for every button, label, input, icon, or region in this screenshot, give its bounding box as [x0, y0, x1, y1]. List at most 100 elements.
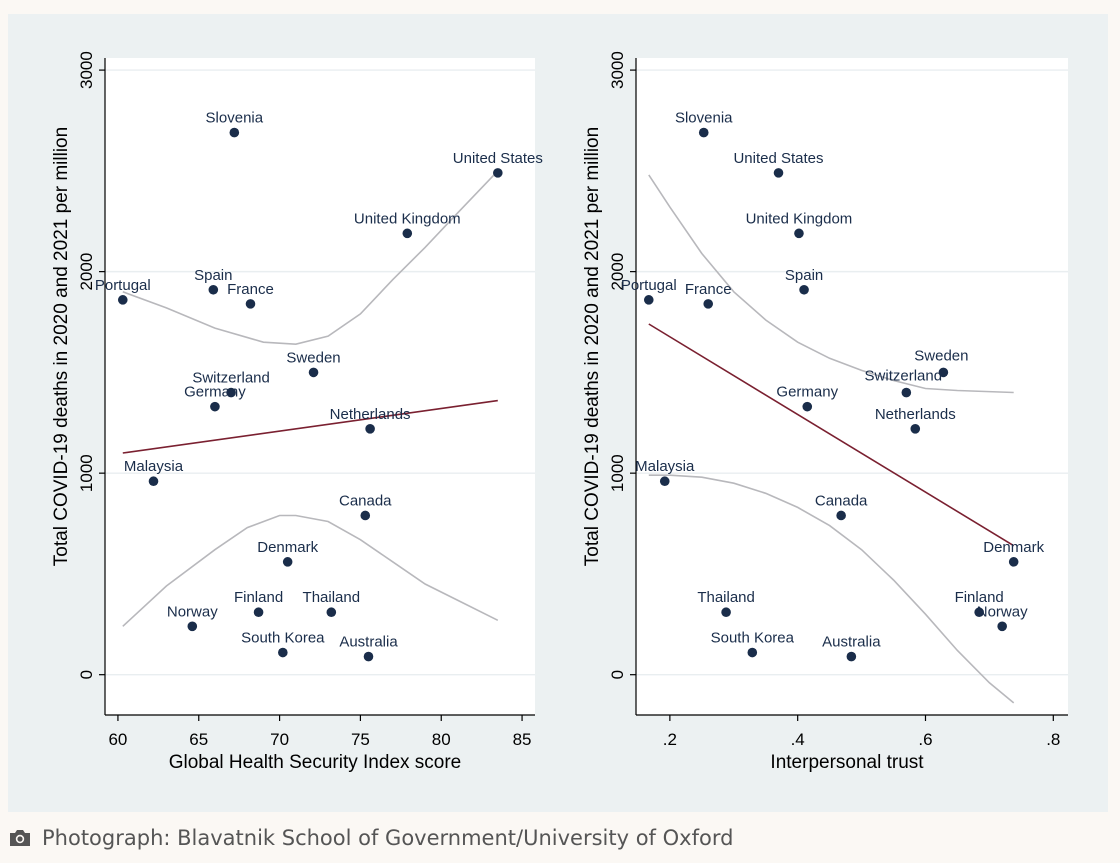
data-point	[659, 476, 670, 487]
data-point-label: United Kingdom	[354, 210, 461, 227]
data-point	[836, 510, 846, 521]
photo-caption: Photograph: Blavatnik School of Governme…	[8, 826, 733, 850]
data-point-label: Germany	[184, 384, 246, 401]
y-axis-title: Total COVID-19 deaths in 2020 and 2021 p…	[51, 127, 72, 566]
data-point	[229, 127, 240, 138]
data-point	[226, 387, 236, 398]
fit-line	[122, 399, 498, 454]
data-point	[1008, 557, 1019, 567]
data-point-label: Denmark	[257, 539, 318, 556]
data-point-label: Finland	[955, 589, 1004, 606]
x-tick-label: 65	[189, 730, 208, 749]
data-point-label: Switzerland	[865, 368, 943, 385]
figure-panel: 0 1000 2000 3000 60 65 70 75 80 85 Global Health S…	[8, 14, 1108, 812]
data-point	[846, 651, 857, 662]
data-point-label: Norway	[977, 603, 1028, 620]
data-point	[365, 424, 375, 434]
data-point	[282, 557, 293, 567]
data-point	[253, 607, 264, 618]
data-point-label: Australia	[822, 634, 881, 651]
data-point-label: Sweden	[914, 347, 968, 364]
data-point	[360, 510, 371, 521]
data-point	[703, 299, 714, 309]
y-tick-label: 0	[608, 670, 627, 679]
y-tick-label: 2000	[77, 253, 96, 291]
data-point	[210, 401, 220, 412]
y-axis-title: Total COVID-19 deaths in 2020 and 2021 p…	[582, 127, 603, 566]
data-point-label: Portugal	[621, 277, 677, 294]
data-point-label: Germany	[776, 384, 838, 401]
data-point-label: Sweden	[286, 349, 340, 366]
x-tick-label: 70	[270, 730, 289, 749]
x-tick-label: .2	[663, 730, 677, 749]
ci-lower-line	[648, 474, 1015, 704]
data-point	[698, 127, 709, 138]
data-point-label: United States	[453, 150, 543, 167]
data-point-label: France	[685, 281, 732, 298]
chart-panel-1: 0 1000 2000 3000 60 65 70 75 80 85 Global Health S…	[51, 51, 543, 773]
data-point	[208, 284, 219, 295]
data-point	[326, 607, 337, 618]
x-tick-label: 80	[432, 730, 451, 749]
ci-upper-line	[122, 170, 499, 346]
data-point-label: Slovenia	[675, 110, 733, 127]
plot-area	[636, 58, 1068, 715]
scatter-charts: 0 1000 2000 3000 60 65 70 75 80 85 Global Health S…	[51, 51, 1068, 773]
data-point	[245, 299, 256, 309]
data-point	[363, 651, 374, 662]
x-tick-label: .6	[918, 730, 932, 749]
data-point	[643, 295, 654, 305]
y-tick-label: 1000	[608, 454, 627, 492]
data-point-label: Portugal	[95, 277, 151, 294]
data-point-label: Spain	[785, 267, 823, 284]
data-point	[938, 367, 949, 378]
data-point-label: Spain	[194, 267, 232, 284]
data-point	[747, 647, 758, 658]
fit-line	[648, 323, 1015, 547]
y-tick-label: 1000	[77, 454, 96, 492]
data-point-label: Canada	[339, 492, 392, 509]
data-point-label: Malaysia	[635, 458, 695, 475]
y-tick-label: 3000	[77, 51, 96, 89]
data-point-label: United Kingdom	[746, 210, 853, 227]
ci-lower-line	[122, 514, 499, 627]
x-tick-label: .8	[1046, 730, 1060, 749]
data-point	[402, 228, 413, 239]
data-point-label: Thailand	[697, 589, 755, 606]
data-point-label: Australia	[339, 634, 398, 651]
x-tick-label: 60	[108, 730, 127, 749]
data-point	[773, 168, 784, 178]
data-point-label: United States	[733, 150, 823, 167]
data-point-label: France	[227, 281, 274, 298]
data-point-label: South Korea	[711, 630, 795, 647]
caption-text: Photograph: Blavatnik School of Governme…	[42, 826, 734, 850]
data-point-label: Denmark	[983, 539, 1044, 556]
data-point-label: Norway	[167, 603, 218, 620]
data-point-label: Slovenia	[206, 110, 264, 127]
data-point	[799, 284, 809, 295]
data-point-label: Canada	[815, 492, 868, 509]
data-point	[910, 424, 921, 434]
data-point-label: Netherlands	[330, 406, 411, 423]
y-tick-label: 2000	[608, 253, 627, 291]
data-point	[117, 295, 128, 305]
data-point	[308, 367, 319, 378]
chart-panel-2: 0 1000 2000 3000 .2 .4 .6 .8 Interpersonal trust…	[582, 51, 1068, 773]
data-point-label: Switzerland	[192, 370, 270, 387]
data-point	[974, 607, 984, 618]
x-tick-label: 75	[351, 730, 370, 749]
data-point	[901, 387, 912, 398]
data-point	[794, 228, 804, 239]
x-axis-title: Interpersonal trust	[770, 752, 924, 773]
data-point	[278, 647, 288, 658]
data-point	[997, 621, 1007, 632]
x-axis-title: Global Health Security Index score	[169, 752, 462, 773]
data-point-label: Thailand	[303, 589, 361, 606]
camera-icon	[10, 830, 30, 846]
data-point	[148, 476, 159, 487]
data-point-label: Malaysia	[124, 458, 184, 475]
data-point-label: Finland	[234, 589, 283, 606]
data-point	[802, 401, 813, 412]
ci-upper-line	[648, 174, 1014, 394]
plot-area	[105, 58, 535, 715]
